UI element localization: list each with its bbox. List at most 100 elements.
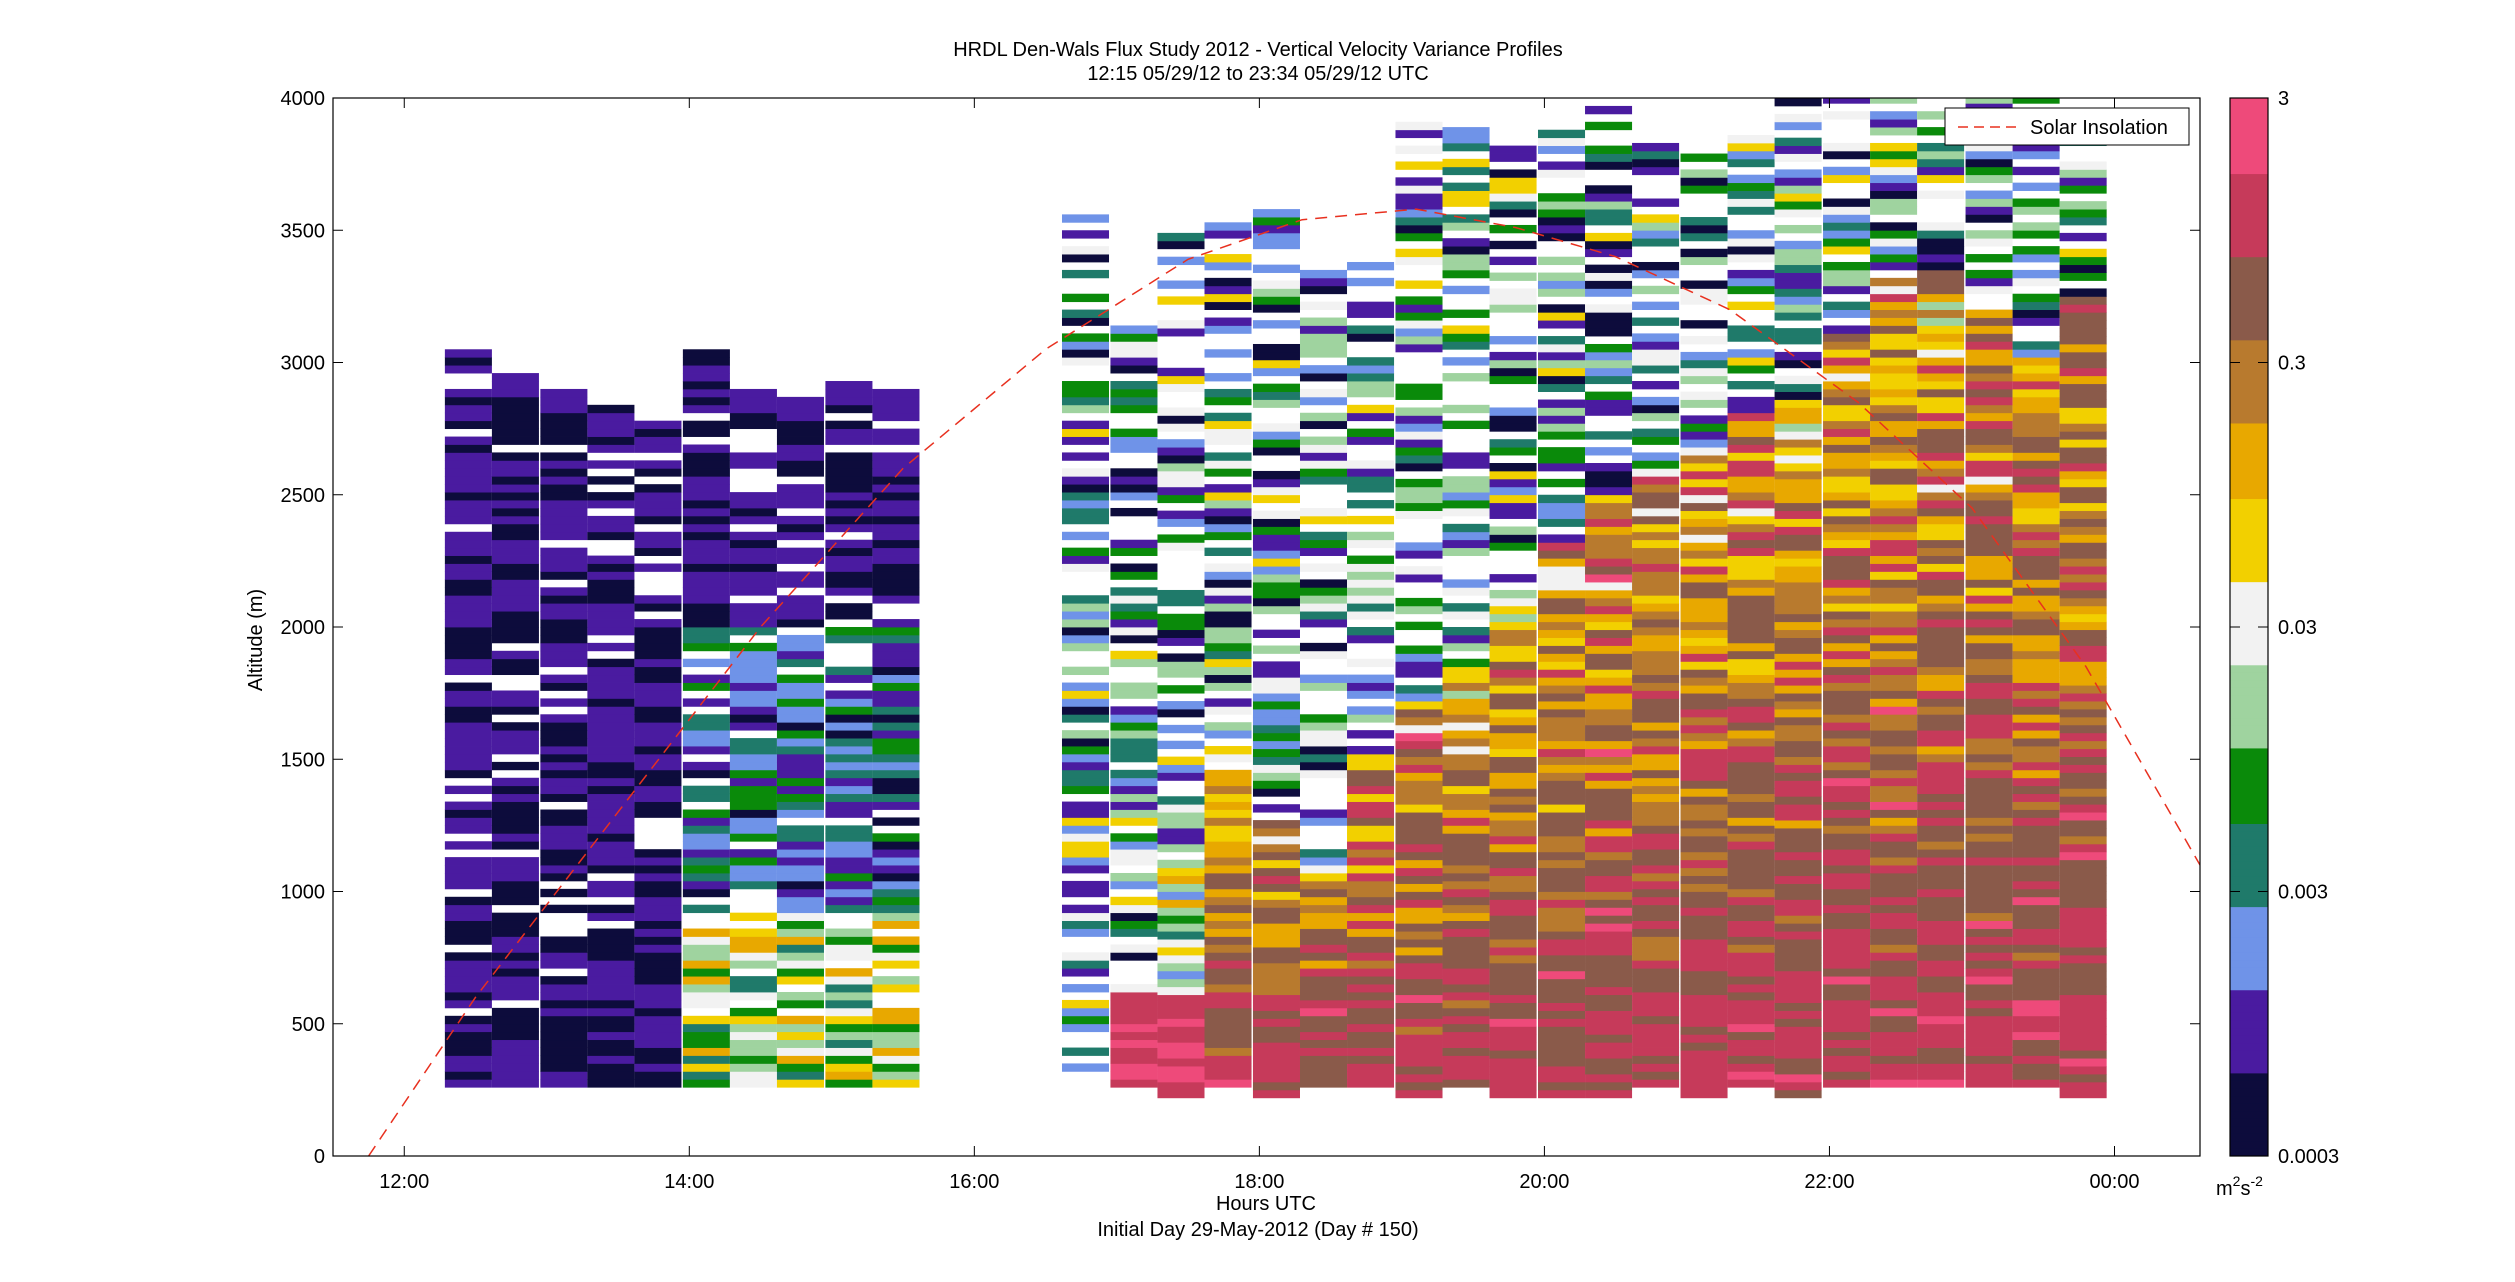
heatmap-cell [1299, 460, 1348, 469]
heatmap-cell [1774, 669, 1822, 678]
heatmap-cell [1347, 912, 1395, 921]
heatmap-cell [1395, 772, 1443, 781]
heatmap-cell [1252, 851, 1300, 861]
heatmap-cell [1585, 351, 1633, 361]
heatmap-cell [1680, 494, 1728, 504]
heatmap-cell [1395, 693, 1443, 702]
heatmap-cell [1585, 613, 1633, 623]
heatmap-cell [1442, 690, 1490, 699]
heatmap-cell [1537, 875, 1586, 884]
colorbar-tick-label: 3 [2278, 88, 2289, 110]
heatmap-cell [1110, 1063, 1158, 1072]
heatmap-cell [776, 650, 824, 660]
colorbar-stripe [2230, 1133, 2268, 1142]
heatmap-cell [1061, 563, 1110, 572]
heatmap-cell [729, 825, 777, 834]
heatmap-cell [1870, 841, 1918, 850]
heatmap-cell [1537, 375, 1586, 385]
heatmap-cell [2059, 1058, 2107, 1067]
heatmap-cell [1347, 944, 1395, 953]
heatmap-cell [1823, 698, 1871, 707]
heatmap-cell [1442, 872, 1490, 882]
heatmap-cell [634, 722, 682, 731]
heatmap-cell [1585, 574, 1633, 583]
heatmap-cell [1965, 825, 2013, 834]
colorbar-stripe [2230, 800, 2268, 809]
heatmap-cell [1252, 693, 1300, 702]
heatmap-cell [682, 444, 730, 453]
heatmap-cell [1917, 722, 1965, 731]
heatmap-cell [1632, 500, 1680, 509]
heatmap-cell [1395, 415, 1443, 424]
heatmap-cell [587, 619, 635, 628]
heatmap-cell [1395, 1002, 1443, 1011]
heatmap-cell [825, 611, 873, 620]
heatmap-cell [1347, 1015, 1395, 1025]
heatmap-cell [1774, 312, 1822, 321]
heatmap-cell [1537, 732, 1586, 742]
heatmap-cell [1917, 753, 1965, 763]
heatmap-cell [1965, 563, 2013, 572]
heatmap-cell [1917, 309, 1965, 318]
heatmap-cell [1774, 336, 1822, 345]
heatmap-cell [1632, 619, 1680, 628]
heatmap-cell [1395, 423, 1443, 432]
heatmap-cell [1632, 912, 1680, 921]
heatmap-cell [1823, 611, 1871, 620]
heatmap-cell [1917, 333, 1965, 342]
heatmap-cell [729, 809, 777, 818]
heatmap-cell [1395, 748, 1443, 758]
unit-base-exp: 2 [2233, 1173, 2241, 1189]
heatmap-cell [491, 833, 539, 842]
heatmap-cell [1347, 436, 1395, 445]
heatmap-cell [1489, 1010, 1537, 1019]
heatmap-cell [1395, 732, 1443, 742]
colorbar-stripe [2230, 740, 2268, 749]
heatmap-cell [1489, 153, 1537, 162]
heatmap-cell [872, 714, 920, 723]
heatmap-cell [1252, 494, 1300, 504]
heatmap-cell [1110, 849, 1158, 858]
heatmap-cell [2012, 722, 2060, 731]
heatmap-cell [1157, 843, 1205, 853]
heatmap-cell [540, 547, 588, 556]
heatmap-cell [1774, 661, 1822, 670]
heatmap-cell [1204, 293, 1252, 303]
heatmap-cell [1774, 121, 1822, 131]
heatmap-cell [540, 785, 588, 795]
heatmap-cell [1537, 820, 1586, 829]
heatmap-cell [1965, 214, 2013, 223]
heatmap-cell [634, 793, 682, 802]
heatmap-cell [2059, 740, 2107, 750]
heatmap-cell [1252, 217, 1300, 226]
heatmap-cell [1299, 563, 1348, 572]
heatmap-cell [2012, 1031, 2060, 1041]
heatmap-cell [872, 507, 920, 517]
heatmap-cell [1774, 875, 1822, 884]
heatmap-cell [2059, 629, 2107, 638]
heatmap-cell [2012, 571, 2060, 580]
heatmap-cell [682, 888, 730, 898]
heatmap-cell [825, 484, 873, 493]
heatmap-cell [1442, 579, 1490, 588]
heatmap-cell [682, 500, 730, 509]
heatmap-cell [776, 865, 824, 874]
heatmap-cell [1110, 381, 1158, 390]
heatmap-cell [872, 769, 920, 779]
heatmap-cell [1061, 309, 1110, 318]
heatmap-cell [1299, 412, 1348, 422]
heatmap-cell [1442, 785, 1490, 795]
heatmap-cell [634, 1023, 682, 1033]
heatmap-cell [1299, 365, 1348, 374]
heatmap-cell [1823, 539, 1871, 549]
heatmap-cell [1870, 174, 1918, 184]
heatmap-cell [444, 928, 492, 937]
heatmap-cell [444, 388, 492, 398]
heatmap-cell [1917, 412, 1965, 422]
heatmap-cell [2059, 962, 2107, 972]
heatmap-cell [1727, 381, 1775, 390]
heatmap-cell [682, 381, 730, 390]
heatmap-cell [1917, 984, 1965, 993]
heatmap-cell [1299, 880, 1348, 890]
